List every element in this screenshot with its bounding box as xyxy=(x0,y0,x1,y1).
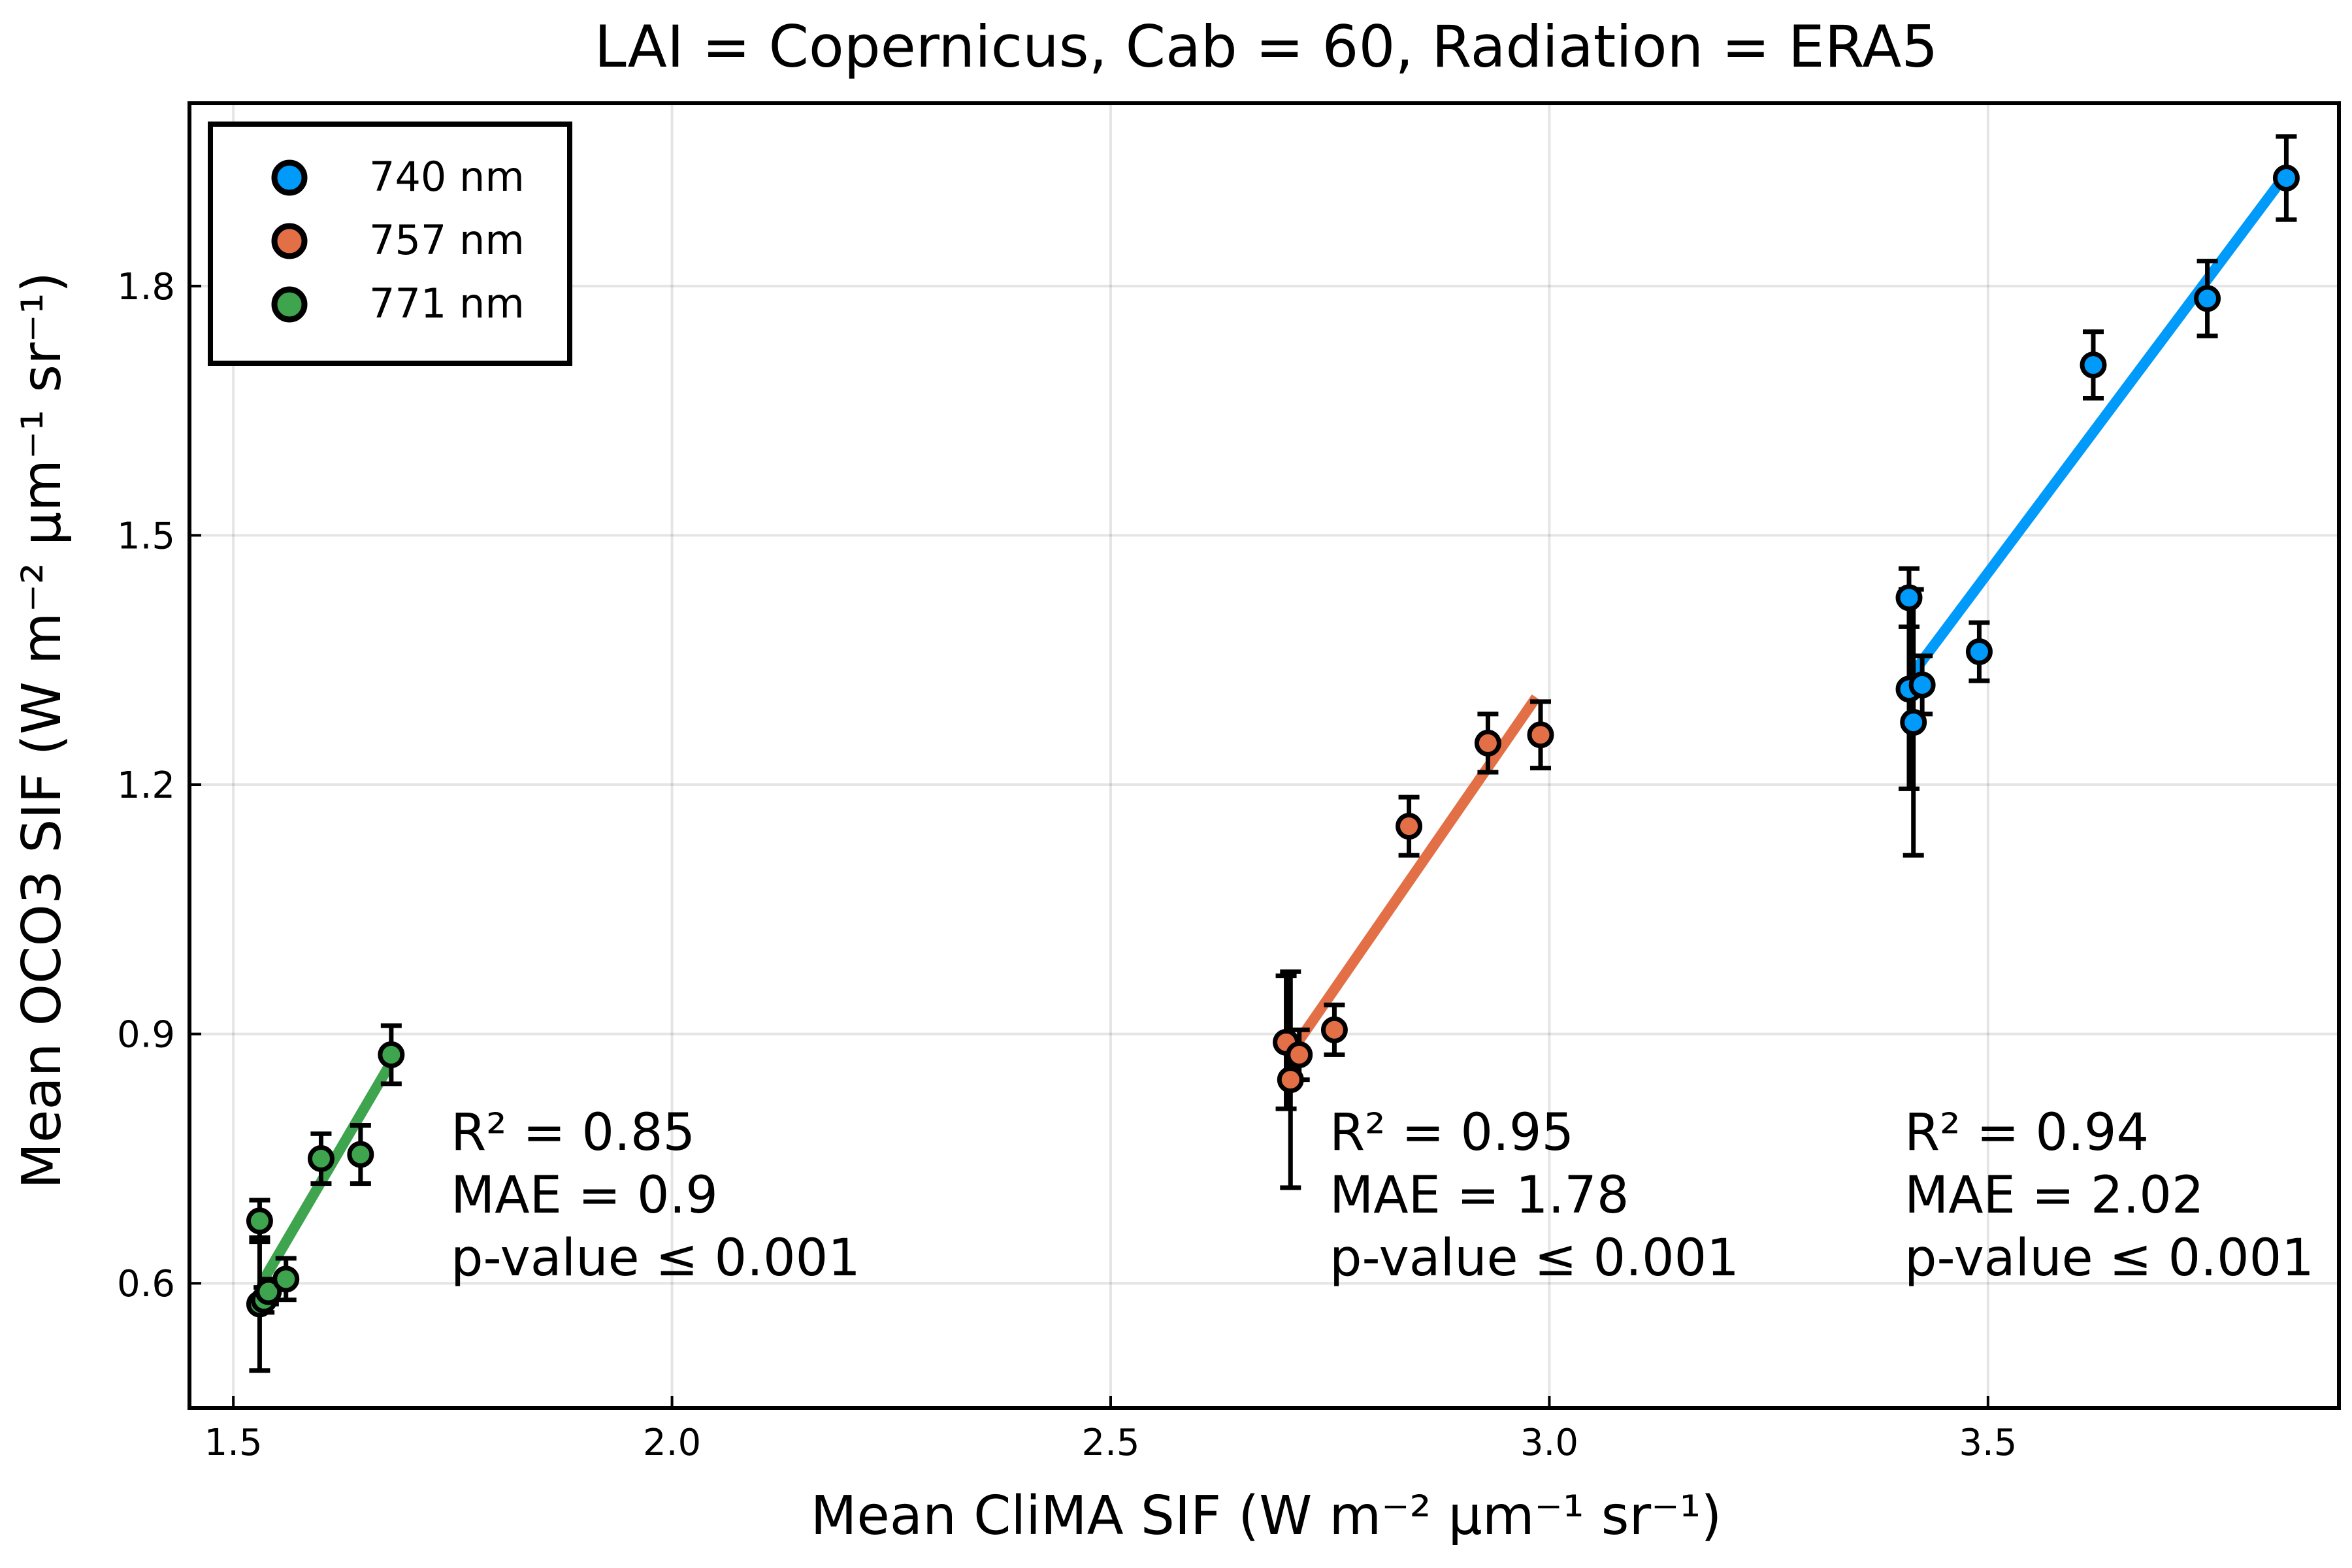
x-tick-label: 3.0 xyxy=(1520,1422,1578,1464)
data-point-771-nm xyxy=(255,1278,282,1305)
fit-line-740-nm xyxy=(1909,171,2291,676)
y-axis-label: Mean OCO3 SIF (W m⁻² μm⁻¹ sr⁻¹) xyxy=(11,272,73,1189)
annotation-740-nm-line: p-value ≤ 0.001 xyxy=(1904,1229,2314,1288)
data-point-740-nm xyxy=(2272,164,2300,191)
data-point-771-nm xyxy=(272,1266,300,1293)
x-tick-label: 1.5 xyxy=(204,1422,263,1464)
annotation-757-nm-line: R² = 0.95 xyxy=(1330,1103,1574,1162)
data-point-740-nm xyxy=(1900,709,1927,736)
data-point-771-nm xyxy=(307,1145,335,1172)
data-point-771-nm xyxy=(347,1141,374,1168)
data-point-740-nm xyxy=(1965,638,1993,666)
data-points xyxy=(246,164,2300,1318)
fit-line-757-nm xyxy=(1290,694,1541,1050)
data-point-757-nm xyxy=(1396,813,1423,840)
data-point-757-nm xyxy=(1474,729,1501,757)
data-point-757-nm xyxy=(1527,721,1554,749)
annotation-757-nm-line: MAE = 1.78 xyxy=(1330,1166,1629,1225)
data-point-740-nm xyxy=(2080,351,2107,379)
data-point-757-nm xyxy=(1277,1066,1304,1094)
data-point-757-nm xyxy=(1320,1016,1348,1043)
plot-frame xyxy=(188,101,2341,1410)
x-tick-label: 2.0 xyxy=(643,1422,701,1464)
annotation-740-nm-line: R² = 0.94 xyxy=(1904,1103,2149,1162)
legend-label-757-nm: 757 nm xyxy=(369,216,525,264)
annotation-771-nm-line: MAE = 0.9 xyxy=(451,1166,718,1225)
legend-box xyxy=(208,122,572,366)
data-point-740-nm xyxy=(1895,584,1923,612)
x-tick-label: 2.5 xyxy=(1081,1422,1139,1464)
data-point-757-nm xyxy=(1286,1041,1313,1068)
legend: 740 nm 757 nm 771 nm xyxy=(208,122,572,366)
x-axis-ticks: 1.5 2.0 2.5 3.0 3.5 xyxy=(204,1396,2017,1464)
legend-label-740-nm: 740 nm xyxy=(369,153,525,201)
annotation-757-nm-line: p-value ≤ 0.001 xyxy=(1330,1229,1739,1288)
y-axis-ticks: 0.6 0.9 1.2 1.5 1.8 xyxy=(117,266,201,1305)
data-point-771-nm xyxy=(246,1207,273,1235)
legend-marker-757-nm xyxy=(271,223,308,259)
annotation-771-nm-line: p-value ≤ 0.001 xyxy=(451,1229,860,1288)
data-point-771-nm xyxy=(378,1041,405,1068)
y-tick-label: 1.8 xyxy=(117,266,175,308)
x-axis-label: Mean CliMA SIF (W m⁻² μm⁻¹ sr⁻¹) xyxy=(811,1485,1722,1547)
data-point-740-nm xyxy=(2194,285,2221,312)
chart-title: LAI = Copernicus, Cab = 60, Radiation = … xyxy=(595,13,1938,80)
y-tick-label: 0.9 xyxy=(117,1014,175,1056)
y-tick-label: 1.2 xyxy=(117,764,175,807)
x-tick-label: 3.5 xyxy=(1959,1422,2017,1464)
data-point-740-nm xyxy=(1908,671,1936,698)
legend-marker-740-nm xyxy=(271,159,308,196)
legend-label-771-nm: 771 nm xyxy=(369,280,525,327)
annotation-740-nm-line: MAE = 2.02 xyxy=(1904,1166,2204,1225)
y-tick-label: 0.6 xyxy=(117,1263,175,1305)
annotation-771-nm-line: R² = 0.85 xyxy=(451,1103,695,1162)
legend-marker-771-nm xyxy=(271,286,308,323)
grid xyxy=(189,103,2339,1408)
y-tick-label: 1.5 xyxy=(117,515,175,557)
